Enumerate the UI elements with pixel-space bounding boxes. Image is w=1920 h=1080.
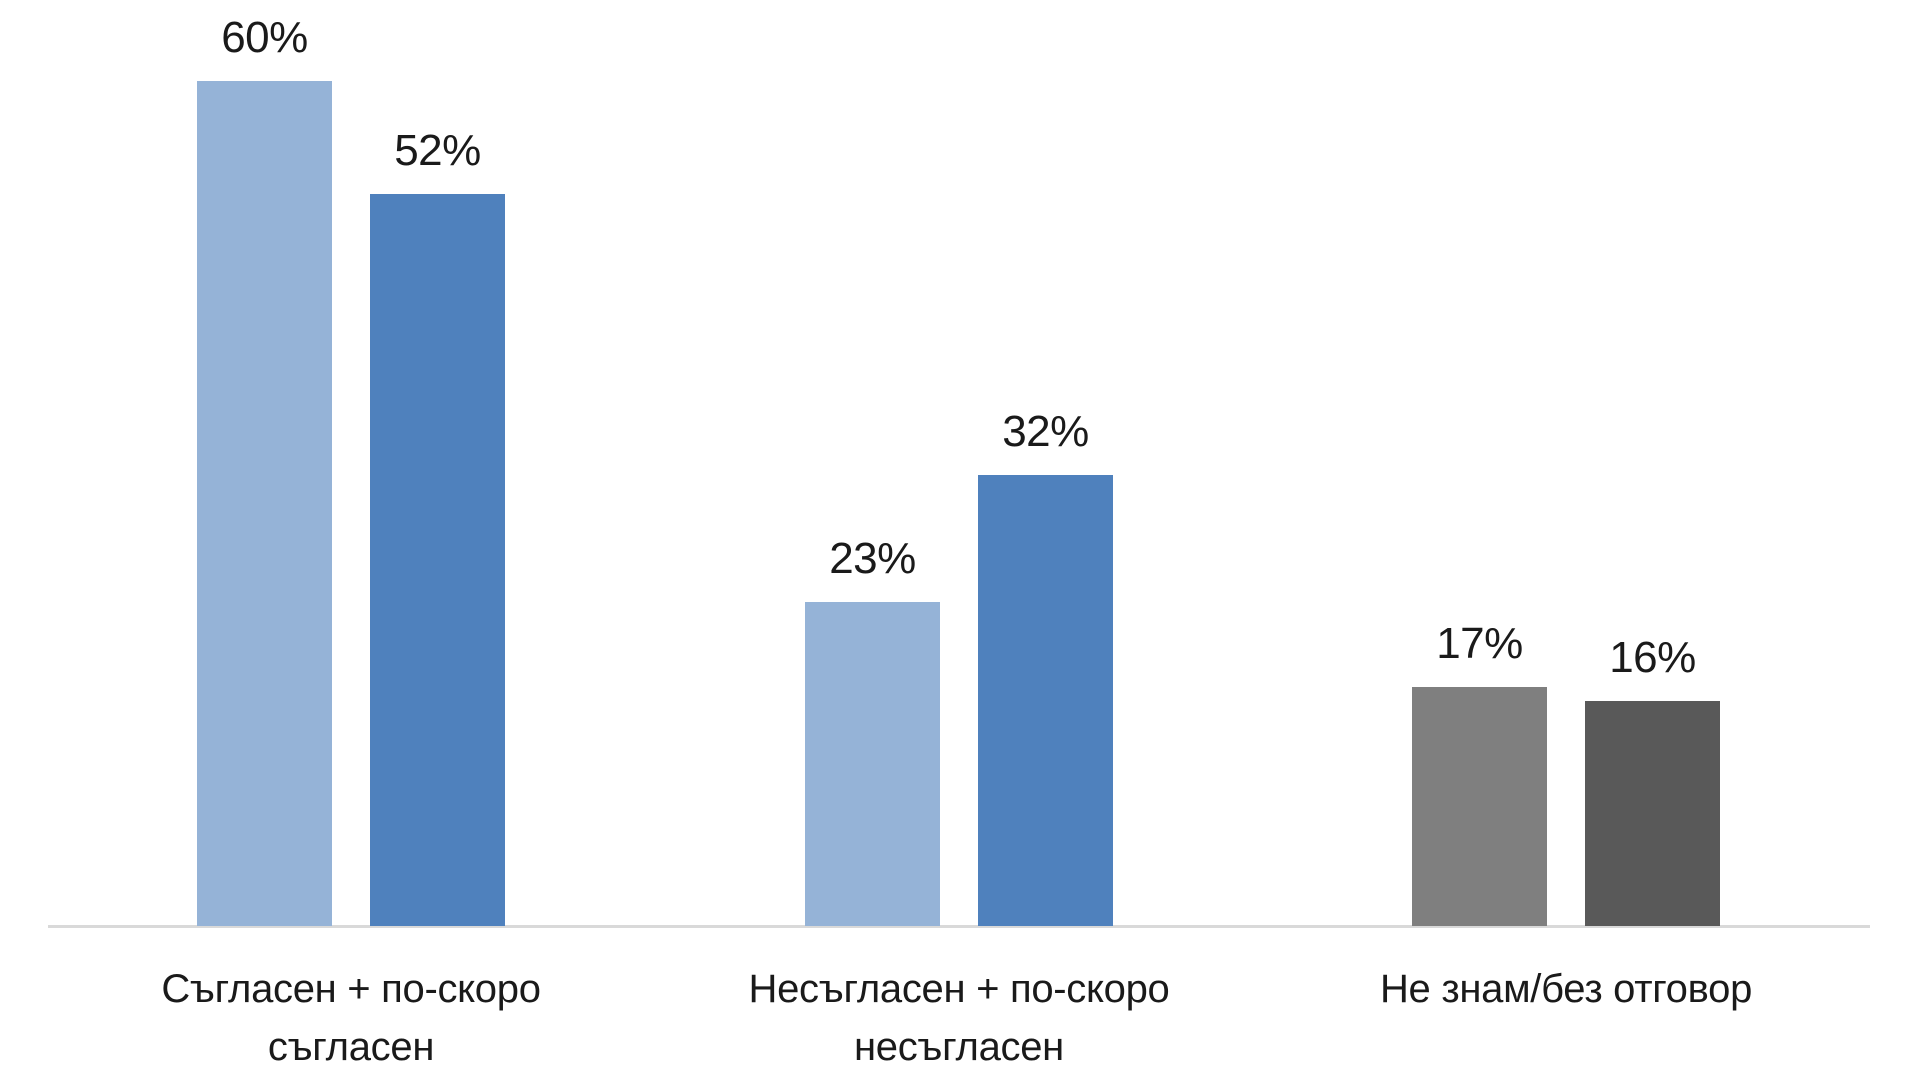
- category-label-disagree: Несъгласен + по-скоро несъгласен: [679, 960, 1239, 1076]
- bar: [978, 475, 1113, 926]
- value-label: 17%: [1436, 619, 1523, 668]
- bar: [370, 194, 505, 926]
- category-label-line: съгласен: [267, 1025, 435, 1069]
- category-label-agree: Съгласен + по-скоро съгласен: [71, 960, 631, 1076]
- category-label-line: Несъгласен + по-скоро: [748, 967, 1170, 1011]
- x-axis-line: [48, 925, 1870, 928]
- value-label: 23%: [829, 534, 916, 583]
- value-label: 32%: [1002, 407, 1089, 456]
- value-label: 16%: [1609, 633, 1696, 682]
- category-label-dont-know: Не знам/без отговор: [1286, 960, 1846, 1018]
- bar: [197, 81, 332, 926]
- bar: [805, 602, 940, 926]
- category-label-line: Не знам/без отговор: [1379, 967, 1753, 1011]
- value-label: 60%: [221, 13, 308, 62]
- bar: [1585, 701, 1720, 926]
- category-label-line: Съгласен + по-скоро: [161, 967, 541, 1011]
- value-label: 52%: [394, 126, 481, 175]
- bar: [1412, 687, 1547, 926]
- category-label-line: несъгласен: [854, 1025, 1064, 1069]
